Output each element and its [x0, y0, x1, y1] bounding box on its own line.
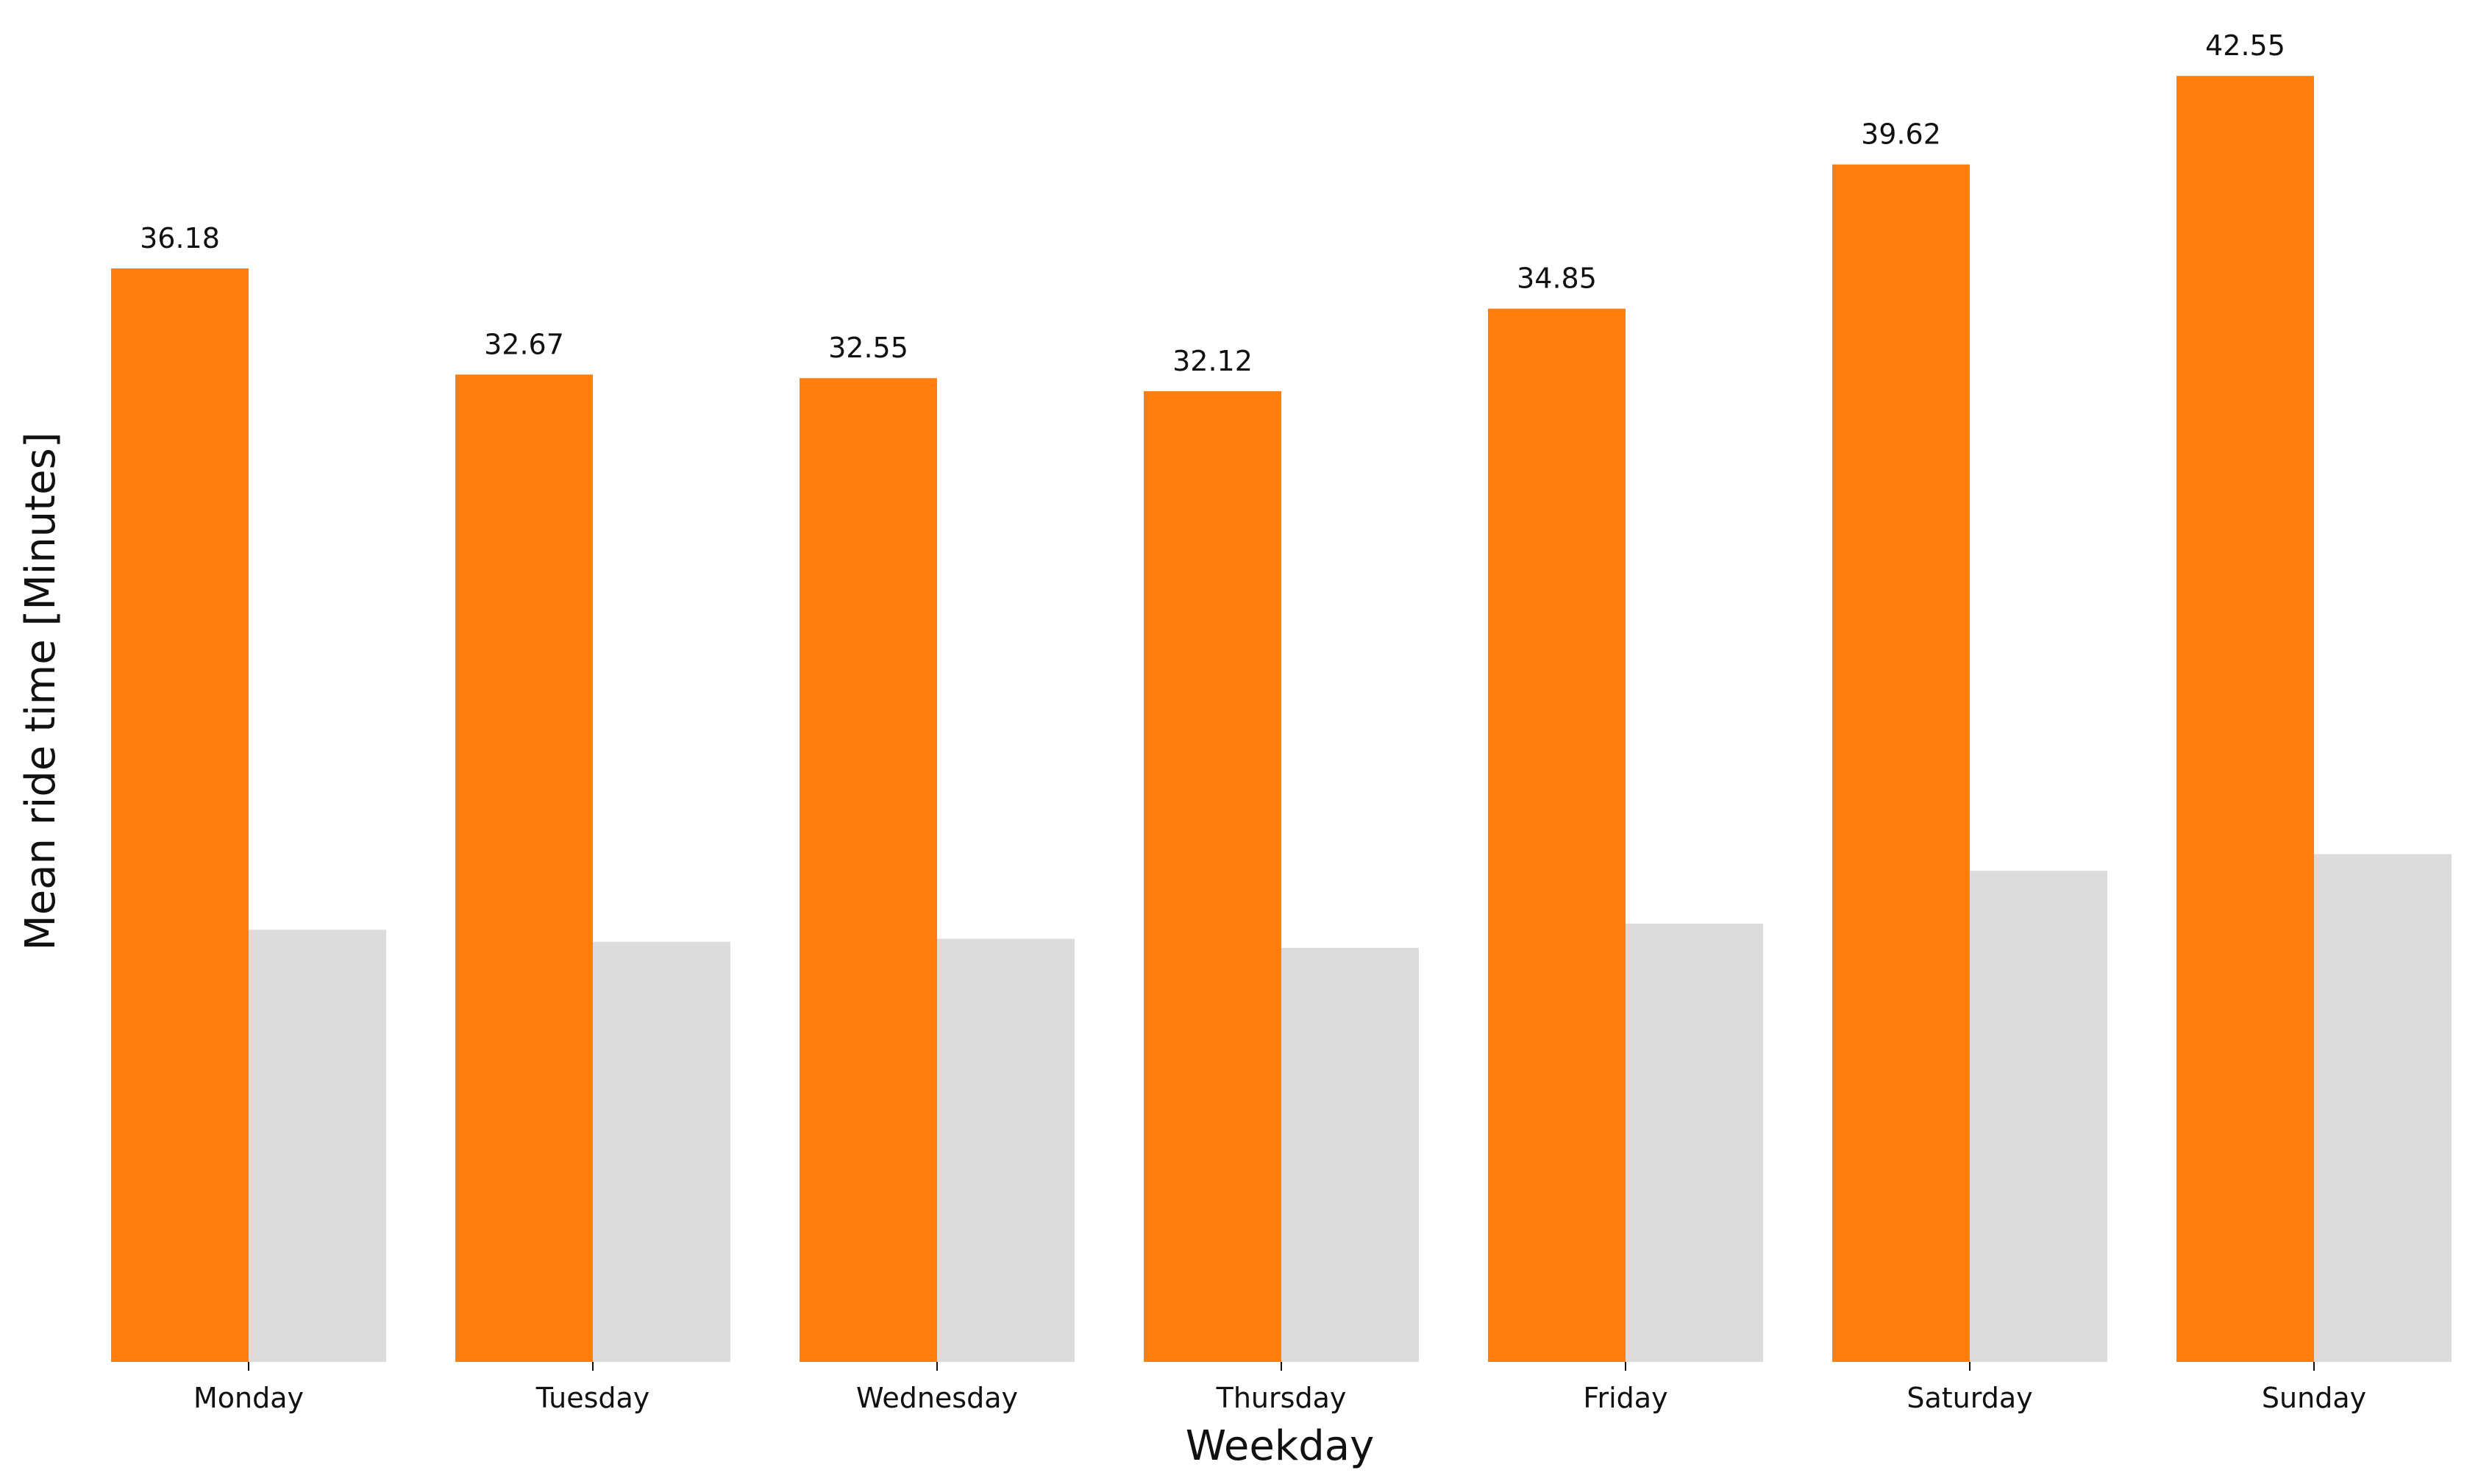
x-axis: Monday Tuesday Wednesday Thursday Friday Satu… [193, 1362, 2366, 1414]
bar-sunday-series-1 [2176, 76, 2314, 1363]
bars-layer [111, 76, 2452, 1363]
x-tick-label-friday: Friday [1583, 1382, 1667, 1414]
bar-saturday-series-2 [1970, 871, 2107, 1362]
bar-thursday-series-1 [1144, 390, 1281, 1362]
bar-wednesday-series-1 [800, 378, 937, 1363]
bar-tuesday-series-2 [593, 941, 730, 1362]
value-label-saturday: 39.62 [1861, 118, 1941, 151]
bar-wednesday-series-2 [937, 938, 1075, 1362]
value-label-tuesday: 32.67 [484, 328, 564, 360]
x-tick-label-wednesday: Wednesday [856, 1382, 1018, 1414]
value-label-wednesday: 32.55 [828, 332, 908, 364]
value-label-friday: 34.85 [1517, 263, 1597, 295]
x-tick-label-tuesday: Tuesday [535, 1382, 650, 1414]
bar-thursday-series-2 [1281, 947, 1419, 1362]
value-labels-layer: 36.18 32.67 32.55 32.12 34.85 39.62 42.55 [140, 29, 2285, 377]
x-tick-label-saturday: Saturday [1907, 1382, 2032, 1414]
bar-friday-series-2 [1626, 924, 1763, 1362]
bar-sunday-series-2 [2314, 854, 2452, 1362]
value-label-sunday: 42.55 [2205, 29, 2285, 62]
bar-monday-series-2 [249, 930, 386, 1362]
value-label-monday: 36.18 [140, 222, 220, 254]
bar-friday-series-1 [1488, 308, 1626, 1363]
x-axis-title: Weekday [1186, 1422, 1374, 1470]
x-tick-label-monday: Monday [193, 1382, 304, 1414]
bar-tuesday-series-1 [455, 374, 593, 1362]
bar-saturday-series-1 [1832, 164, 1970, 1363]
y-axis-title: Mean ride time [Minutes] [17, 432, 65, 950]
value-label-thursday: 32.12 [1172, 345, 1253, 377]
x-tick-label-thursday: Thursday [1216, 1382, 1347, 1414]
bar-monday-series-1 [111, 268, 249, 1362]
x-tick-label-sunday: Sunday [2262, 1382, 2366, 1414]
